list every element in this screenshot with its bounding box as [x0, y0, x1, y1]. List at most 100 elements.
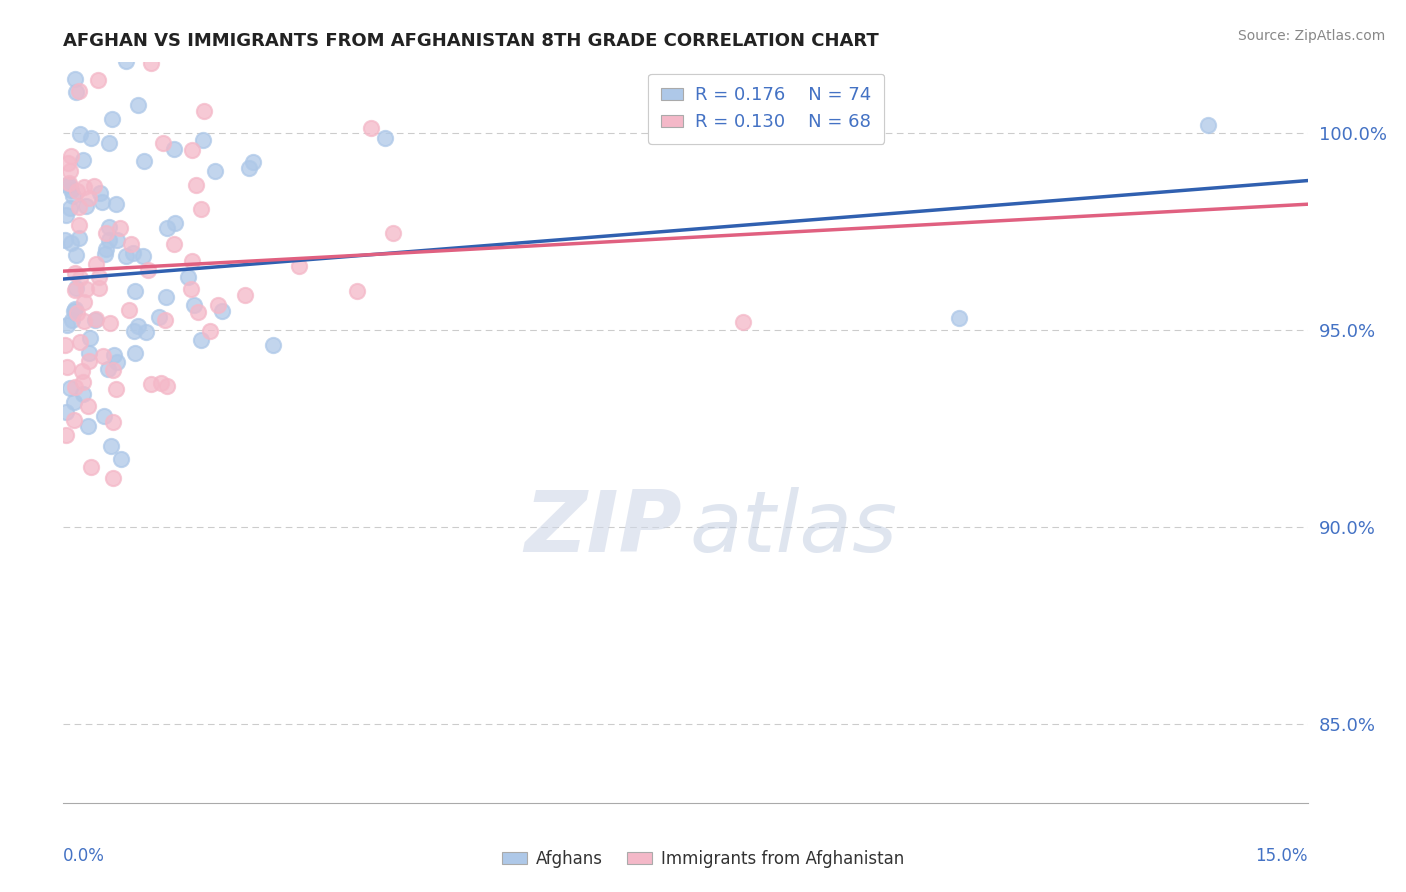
Point [98, 233, 121, 247]
Point [134, 153, 156, 168]
Point [733, 315, 755, 329]
Point [150, 376, 173, 390]
Text: 15.0%: 15.0% [1256, 847, 1308, 865]
Point [77, 191, 100, 205]
Point [69, 271, 91, 285]
Point [72, 376, 94, 390]
Point [110, 220, 132, 235]
Point [100, 439, 122, 453]
Point [187, 304, 209, 318]
Point [104, 382, 127, 396]
Point [103, 348, 125, 362]
Point [76, 418, 98, 433]
Point [63, 413, 86, 427]
Point [65, 301, 87, 316]
Point [381, 226, 404, 240]
Point [124, 346, 146, 360]
Point [242, 154, 264, 169]
Point [948, 311, 970, 326]
Point [80, 130, 103, 145]
Point [65, 266, 87, 280]
Text: AFGHAN VS IMMIGRANTS FROM AFGHANISTAN 8TH GRADE CORRELATION CHART: AFGHAN VS IMMIGRANTS FROM AFGHANISTAN 8T… [63, 32, 879, 50]
Point [190, 334, 212, 348]
Point [162, 142, 184, 156]
Point [63, 72, 86, 87]
Point [72, 387, 94, 401]
Point [83, 179, 105, 194]
Point [55, 405, 77, 419]
Point [346, 285, 368, 299]
Point [155, 290, 177, 304]
Point [1197, 119, 1219, 133]
Point [63, 304, 86, 318]
Point [56, 155, 79, 169]
Point [288, 259, 311, 273]
Point [374, 131, 396, 145]
Point [262, 337, 284, 351]
Point [84, 257, 107, 271]
Point [120, 237, 142, 252]
Point [89, 269, 111, 284]
Point [53, 338, 76, 352]
Point [62, 312, 84, 326]
Point [105, 233, 128, 247]
Point [69, 127, 91, 141]
Point [53, 233, 76, 247]
Point [79, 353, 101, 368]
Point [66, 184, 89, 198]
Point [207, 298, 229, 312]
Point [139, 55, 162, 70]
Point [72, 180, 94, 194]
Point [186, 178, 208, 193]
Point [56, 360, 79, 375]
Point [89, 280, 111, 294]
Point [127, 98, 149, 112]
Point [105, 354, 128, 368]
Point [84, 313, 107, 327]
Point [180, 282, 202, 296]
Point [204, 163, 226, 178]
Point [67, 200, 90, 214]
Legend: Afghans, Immigrants from Afghanistan: Afghans, Immigrants from Afghanistan [495, 844, 911, 875]
Point [79, 331, 101, 345]
Point [136, 262, 159, 277]
Point [89, 186, 111, 200]
Point [124, 284, 146, 298]
Point [183, 298, 205, 312]
Point [67, 83, 90, 97]
Point [58, 178, 80, 193]
Point [65, 85, 87, 99]
Point [65, 380, 87, 394]
Point [152, 136, 174, 150]
Point [75, 282, 97, 296]
Point [148, 310, 170, 324]
Point [139, 376, 162, 391]
Point [55, 178, 77, 192]
Point [132, 249, 155, 263]
Point [59, 381, 82, 395]
Point [58, 176, 80, 190]
Point [80, 459, 103, 474]
Point [90, 195, 112, 210]
Point [233, 288, 256, 302]
Point [62, 189, 84, 203]
Point [360, 120, 382, 135]
Point [115, 54, 138, 69]
Text: atlas: atlas [689, 487, 897, 570]
Point [181, 253, 204, 268]
Point [55, 428, 77, 442]
Point [59, 164, 82, 178]
Point [103, 471, 125, 485]
Point [75, 199, 97, 213]
Point [84, 312, 107, 326]
Point [73, 314, 96, 328]
Point [127, 319, 149, 334]
Point [190, 202, 212, 216]
Point [67, 231, 90, 245]
Point [87, 72, 110, 87]
Point [110, 452, 132, 467]
Point [98, 219, 121, 234]
Point [163, 216, 186, 230]
Point [155, 379, 177, 393]
Point [73, 294, 96, 309]
